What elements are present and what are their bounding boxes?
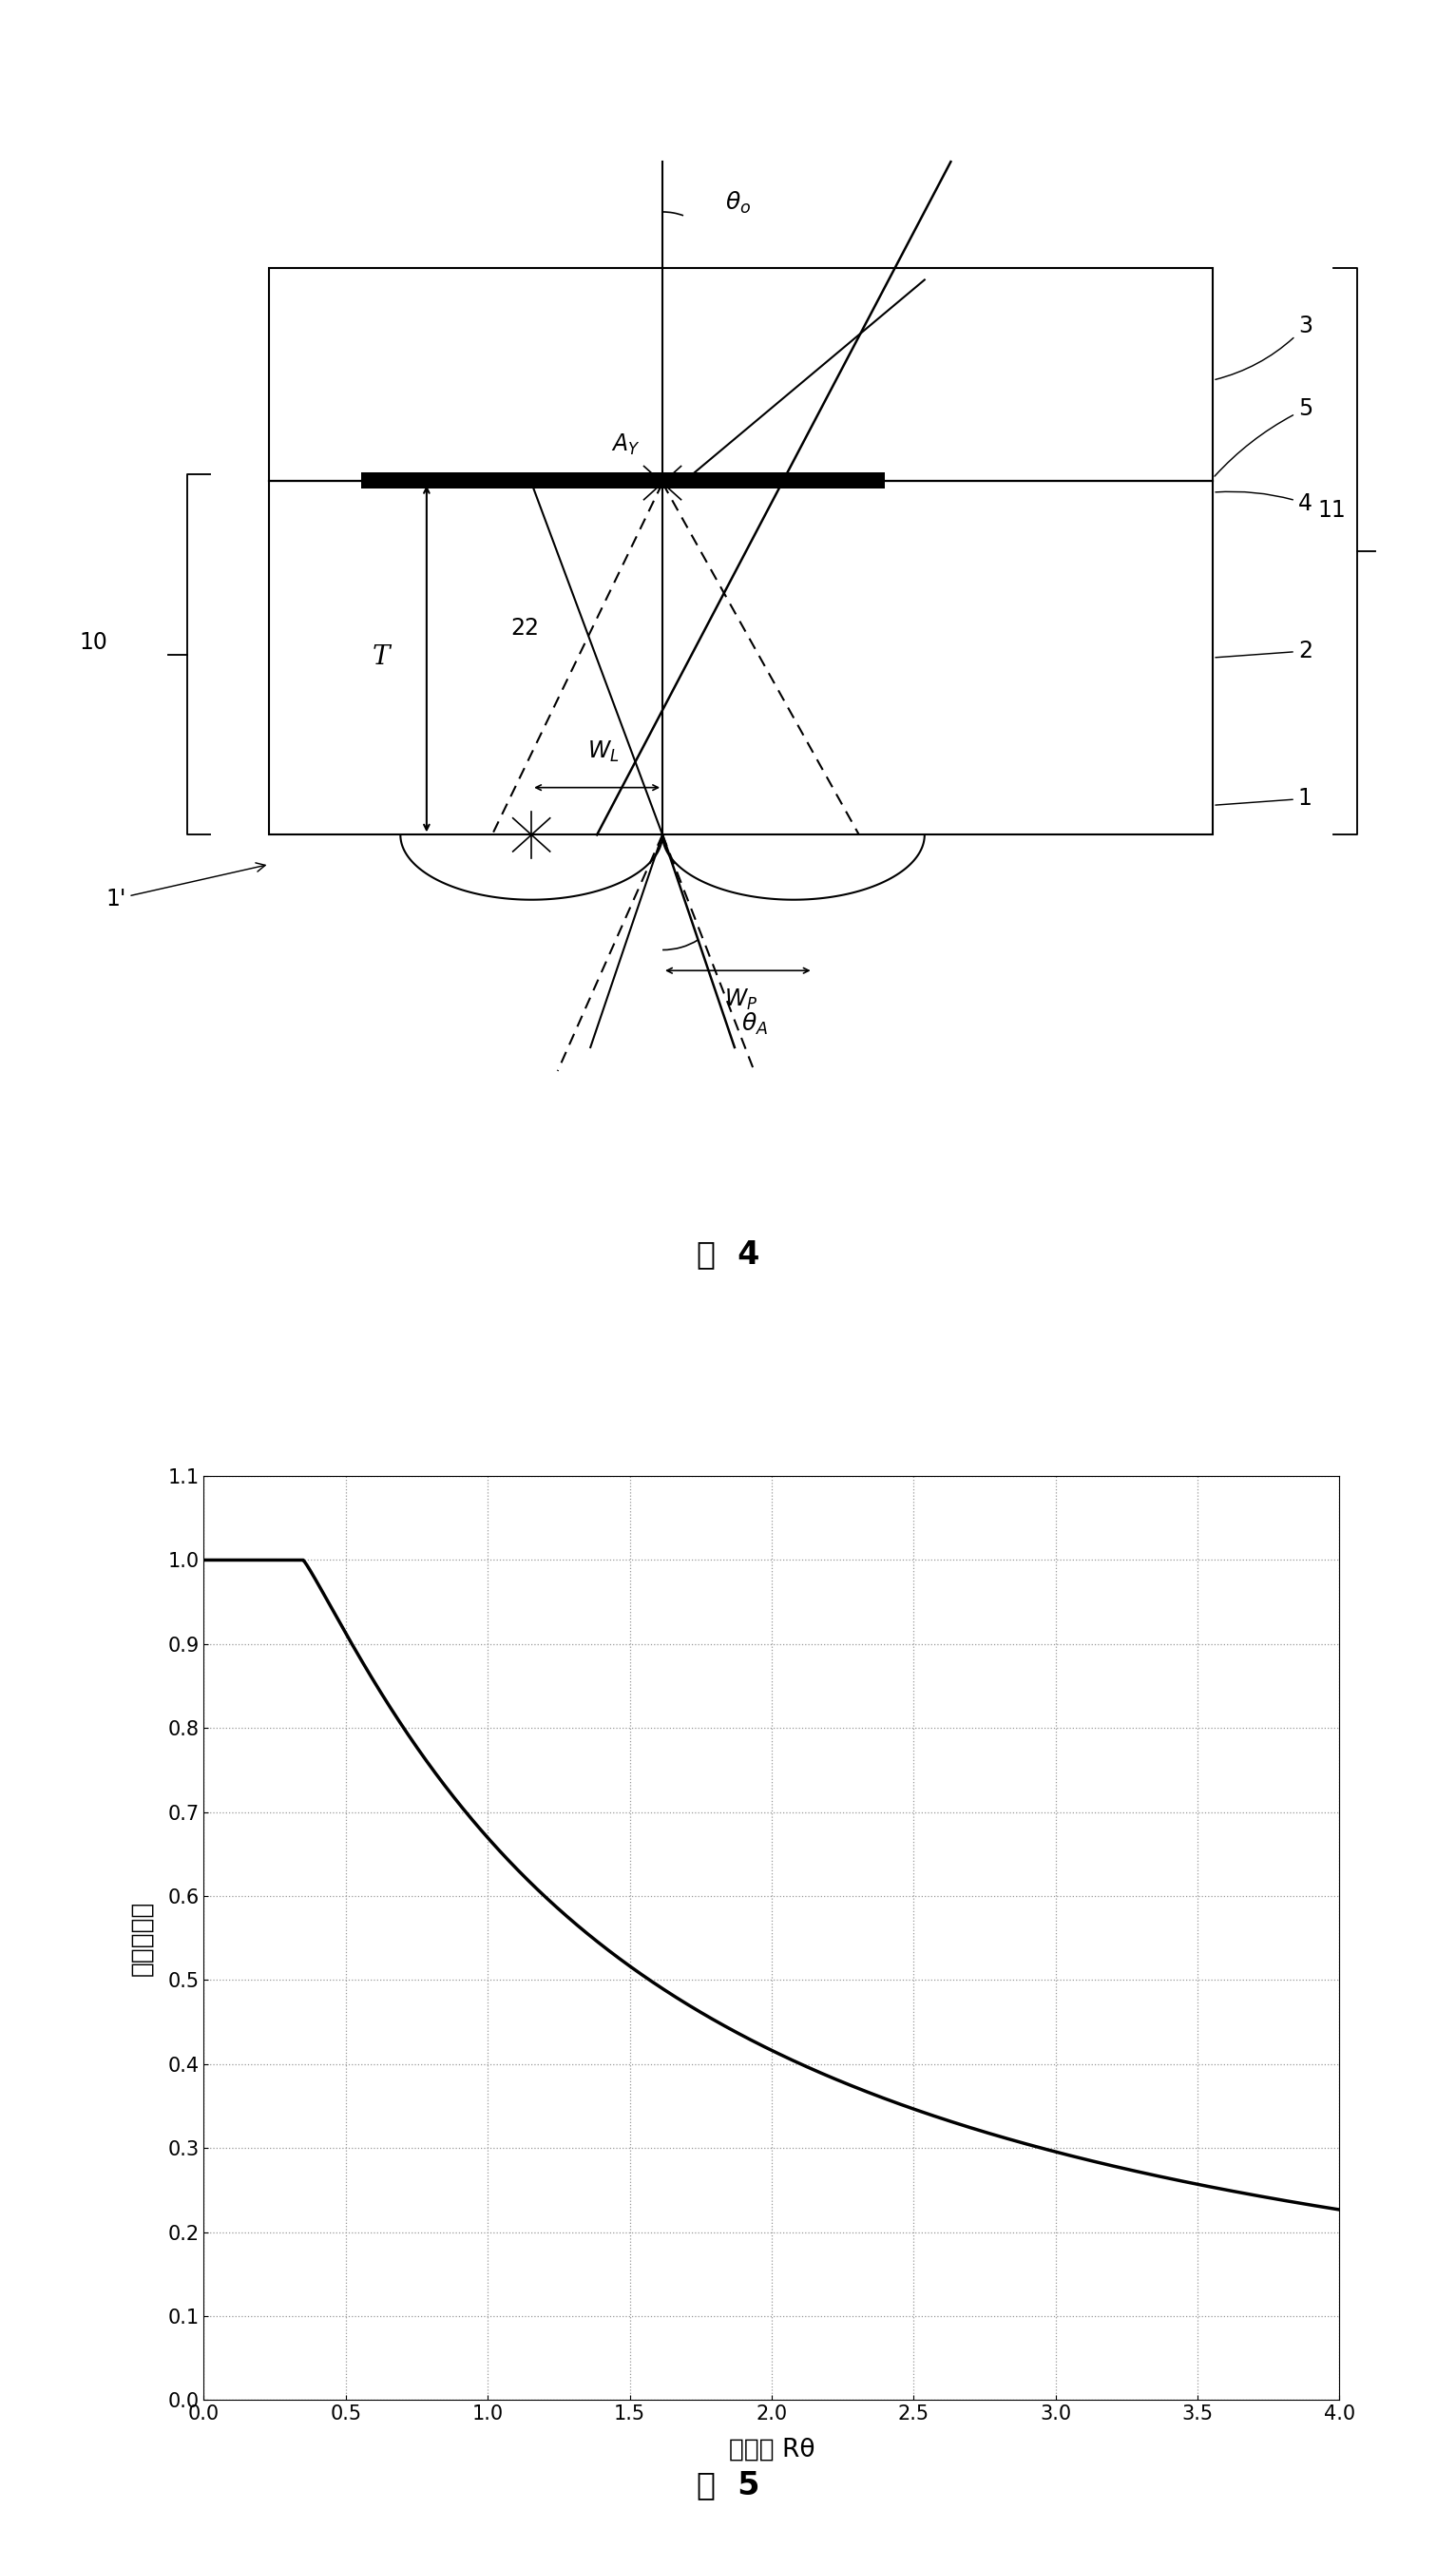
Bar bbox=[269, 267, 1213, 480]
Bar bbox=[269, 480, 1213, 834]
Text: 4: 4 bbox=[1216, 493, 1312, 516]
Text: 2: 2 bbox=[1216, 639, 1312, 662]
Text: 22: 22 bbox=[511, 616, 539, 639]
Text: 10: 10 bbox=[80, 631, 108, 655]
Text: $\theta_A$: $\theta_A$ bbox=[741, 1011, 767, 1037]
Text: T: T bbox=[371, 644, 390, 670]
X-axis label: 角度比 Rθ: 角度比 Rθ bbox=[728, 2436, 815, 2462]
Text: $\theta_o$: $\theta_o$ bbox=[725, 190, 751, 216]
Text: 图  4: 图 4 bbox=[696, 1237, 760, 1271]
Text: $W_P$: $W_P$ bbox=[724, 988, 759, 1011]
Text: $A_Y$: $A_Y$ bbox=[612, 434, 641, 457]
Text: 5: 5 bbox=[1214, 398, 1312, 477]
Text: 3: 3 bbox=[1216, 316, 1312, 380]
Text: $W_L$: $W_L$ bbox=[588, 739, 619, 765]
Text: 1: 1 bbox=[1216, 788, 1312, 811]
Bar bbox=[361, 472, 885, 488]
Text: 1': 1' bbox=[106, 863, 265, 911]
Text: 图  5: 图 5 bbox=[696, 2469, 760, 2500]
Y-axis label: 光利用效率: 光利用效率 bbox=[130, 1900, 154, 1977]
Text: 11: 11 bbox=[1318, 498, 1345, 521]
